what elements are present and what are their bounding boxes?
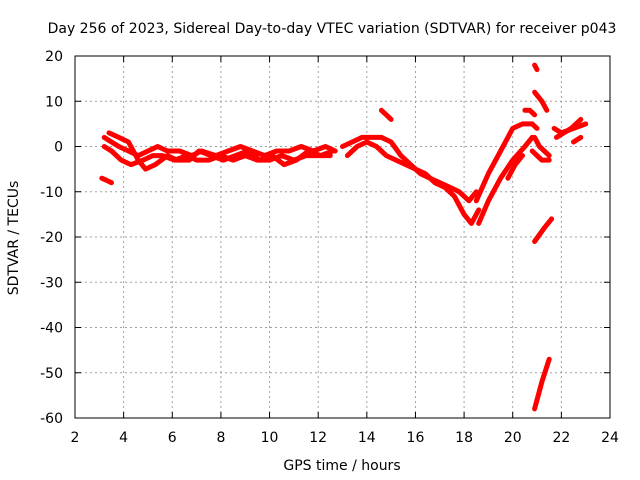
- x-tick-label: 24: [601, 430, 619, 446]
- series-track-i: [476, 134, 535, 226]
- series-track-m: [532, 134, 552, 159]
- series-track-f: [344, 139, 482, 226]
- y-tick-label: -40: [40, 321, 63, 337]
- x-tick-label: 12: [309, 430, 327, 446]
- series-track-q: [532, 356, 552, 412]
- series-track-k: [522, 107, 538, 118]
- plot-marks: [99, 62, 589, 412]
- y-tick-label: -50: [40, 366, 63, 382]
- x-tick-label: 20: [504, 430, 522, 446]
- x-tick-label: 10: [261, 430, 279, 446]
- series-track-t: [571, 134, 584, 145]
- x-tick-label: 2: [71, 430, 80, 446]
- y-axis-label: SDTVAR / TECUs: [6, 181, 22, 296]
- series-track-g: [378, 107, 394, 122]
- chart-title: Day 256 of 2023, Sidereal Day-to-day VTE…: [48, 21, 617, 37]
- series-track-j: [505, 153, 525, 181]
- y-tick-label: -30: [40, 275, 63, 291]
- series-track-c: [106, 130, 336, 172]
- series-track-p: [532, 216, 555, 244]
- series-track-b: [101, 144, 333, 168]
- grid: [75, 56, 610, 418]
- x-tick-label: 6: [168, 430, 177, 446]
- series-track-h: [473, 121, 540, 204]
- series-track-a: [101, 134, 338, 159]
- series-track-l: [529, 148, 552, 163]
- y-tick-label: -10: [40, 185, 63, 201]
- y-tick-label: -20: [40, 230, 63, 246]
- y-tick-label: -60: [40, 411, 63, 427]
- y-tick-label: 0: [54, 140, 63, 156]
- axis-ticks: 2 4 6 8 10 12 14 16 18 20 22 2420100-10-20-30-40-50…: [40, 49, 619, 446]
- series-track-s: [554, 116, 584, 140]
- x-axis-label: GPS time / hours: [283, 458, 400, 474]
- y-tick-label: 20: [45, 49, 63, 65]
- x-tick-label: 8: [216, 430, 225, 446]
- series-track-d: [99, 175, 114, 186]
- series-track-n: [532, 62, 540, 73]
- y-tick-label: 10: [45, 94, 63, 110]
- x-tick-label: 16: [407, 430, 425, 446]
- x-tick-label: 14: [358, 430, 376, 446]
- series-track-o: [532, 89, 550, 113]
- x-tick-label: 18: [455, 430, 473, 446]
- x-tick-label: 4: [119, 430, 128, 446]
- x-tick-label: 22: [552, 430, 570, 446]
